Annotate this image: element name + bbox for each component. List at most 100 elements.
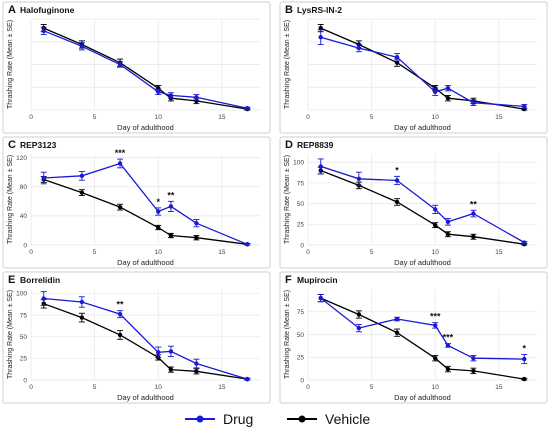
panel-f-xlabel: Day of adulthood bbox=[394, 393, 451, 402]
panel-f-ytick-label: 0 bbox=[300, 377, 304, 384]
panel-d-drug-point bbox=[433, 207, 438, 212]
panel-d-vehicle-point bbox=[433, 222, 438, 228]
panel-e-vehicle-point bbox=[79, 315, 85, 320]
chart-svg: A Halofuginone 0 5 10 15 Day of adulthood Thras… bbox=[2, 1, 548, 404]
panel-e-xtick-label: 10 bbox=[155, 384, 163, 391]
panel-c-significance-marker: * bbox=[156, 197, 160, 207]
panel-c-xtick-label: 0 bbox=[29, 249, 33, 256]
panel-f-drug-point bbox=[394, 316, 400, 322]
legend-label-drug: Drug bbox=[223, 411, 254, 427]
panel-b-title: LysRS-IN-2 bbox=[297, 5, 342, 15]
legend-item-vehicle: Vehicle bbox=[287, 408, 370, 430]
panel-a-xtick-label: 15 bbox=[218, 114, 226, 121]
panel-f-ylabel: Thrashing Rate (Mean ± SE) bbox=[284, 290, 291, 379]
panel-c-drug-point bbox=[168, 204, 174, 209]
panel-d-title: REP8839 bbox=[297, 140, 334, 150]
panel-d-ytick-label: 50 bbox=[297, 201, 305, 208]
panel-e-ytick-label: 100 bbox=[16, 291, 27, 298]
panel-a-drug-point bbox=[245, 105, 250, 111]
panel-c-drug-point bbox=[245, 242, 250, 247]
panel-f-drug-point bbox=[471, 355, 476, 361]
panel-b-drug-point bbox=[433, 89, 438, 95]
panel-f-xtick-label: 10 bbox=[432, 384, 440, 391]
panel-c-vehicle-point bbox=[117, 204, 123, 210]
panel-c-drug-point bbox=[41, 175, 46, 181]
panel-a-drug-point bbox=[79, 44, 85, 49]
panel-f-significance-marker: *** bbox=[430, 312, 441, 322]
panel-d-drug-point bbox=[394, 178, 400, 183]
panel-e-ytick-label: 75 bbox=[20, 312, 28, 319]
panel-e-vehicle-point bbox=[117, 332, 123, 338]
panel-c-xtick-label: 15 bbox=[218, 249, 226, 256]
panel-d-vehicle-point bbox=[471, 234, 476, 239]
panel-e-ylabel: Thrashing Rate (Mean ± SE) bbox=[7, 290, 14, 379]
panel-c-xtick-label: 10 bbox=[155, 249, 163, 256]
panel-f-significance-marker: *** bbox=[443, 333, 454, 343]
panel-b-vehicle-point bbox=[445, 95, 451, 101]
panel-e-drug-point bbox=[79, 299, 85, 305]
panel-a-title: Halofuginone bbox=[20, 5, 75, 15]
panel-d-drug-point bbox=[522, 240, 527, 245]
panel-c-significance-marker: *** bbox=[115, 148, 126, 158]
panel-a-drug-point bbox=[168, 93, 174, 98]
panel-d-frame bbox=[279, 136, 548, 269]
panel-d-xtick-label: 10 bbox=[432, 249, 440, 256]
panel-d-significance-marker: * bbox=[395, 165, 399, 175]
panel-d-ylabel: Thrashing Rate (Mean ± SE) bbox=[284, 155, 291, 244]
panel-e-significance-marker: ** bbox=[117, 300, 125, 310]
panel-d-vehicle-point bbox=[394, 199, 400, 205]
panel-e-xtick-label: 5 bbox=[93, 384, 97, 391]
panel-d-vehicle-point bbox=[445, 232, 451, 237]
panel-b-vehicle-point bbox=[318, 25, 323, 31]
panel-c-vehicle-point bbox=[168, 233, 174, 238]
panel-c-title: REP3123 bbox=[20, 140, 57, 150]
panel-e-title: Borrelidin bbox=[20, 275, 60, 285]
panel-e-frame bbox=[2, 271, 271, 404]
panel-d-xtick-label: 0 bbox=[306, 249, 310, 256]
panel-d-xtick-label: 5 bbox=[370, 249, 374, 256]
panel-c-drug-point bbox=[156, 209, 161, 214]
panel-d-ytick-label: 75 bbox=[297, 180, 305, 187]
legend-swatch-vehicle bbox=[287, 415, 317, 423]
panel-a-drug-point bbox=[194, 95, 199, 100]
panel-c-xtick-label: 5 bbox=[93, 249, 97, 256]
panel-c-vehicle-point bbox=[194, 235, 199, 240]
panel-c-drug-point bbox=[79, 173, 85, 179]
panel-c-significance-marker: ** bbox=[167, 190, 175, 200]
panel-f-xtick-label: 5 bbox=[370, 384, 374, 391]
panel-a-xtick-label: 10 bbox=[155, 114, 163, 121]
panel-e-drug-point bbox=[117, 311, 123, 317]
panel-b-drug-point bbox=[522, 104, 527, 109]
panel-b-xtick-label: 0 bbox=[306, 114, 310, 121]
panel-b-drug-point bbox=[318, 35, 323, 40]
panel-c-ytick-label: 0 bbox=[23, 242, 27, 249]
panel-f-title: Mupirocin bbox=[297, 275, 338, 285]
panel-f-letter: F bbox=[285, 274, 292, 286]
panel-f-ytick-label: 75 bbox=[297, 309, 305, 316]
panel-d-drug-point bbox=[445, 219, 451, 225]
panel-c-letter: C bbox=[8, 139, 16, 151]
panel-d-drug-point bbox=[356, 176, 362, 182]
panel-e-ytick-label: 25 bbox=[20, 356, 28, 363]
panel-f-vehicle-point bbox=[433, 355, 438, 361]
panel-b-xtick-label: 10 bbox=[432, 114, 440, 121]
panel-d-drug-point bbox=[471, 211, 476, 216]
panel-f-drug-point bbox=[318, 295, 323, 301]
panel-f-drug-point bbox=[433, 323, 438, 328]
panel-b-letter: B bbox=[285, 4, 293, 16]
panel-b-xtick-label: 15 bbox=[495, 114, 503, 121]
legend-item-drug: Drug bbox=[185, 408, 253, 430]
panel-c-frame bbox=[2, 136, 271, 269]
panel-f-vehicle-point bbox=[522, 376, 527, 382]
panel-e-letter: E bbox=[8, 274, 15, 286]
panel-c-vehicle-point bbox=[156, 225, 161, 230]
panel-d-ytick-label: 100 bbox=[293, 160, 304, 167]
panel-d-drug-point bbox=[318, 164, 323, 169]
panel-b-drug-point bbox=[445, 85, 451, 91]
panel-f-xtick-label: 15 bbox=[495, 384, 503, 391]
legend-label-vehicle: Vehicle bbox=[325, 411, 371, 427]
panel-e-drug-point bbox=[245, 376, 250, 382]
panel-a-drug-point bbox=[117, 62, 123, 67]
panel-a-ylabel: Thrashing Rate (Mean ± SE) bbox=[7, 20, 14, 109]
